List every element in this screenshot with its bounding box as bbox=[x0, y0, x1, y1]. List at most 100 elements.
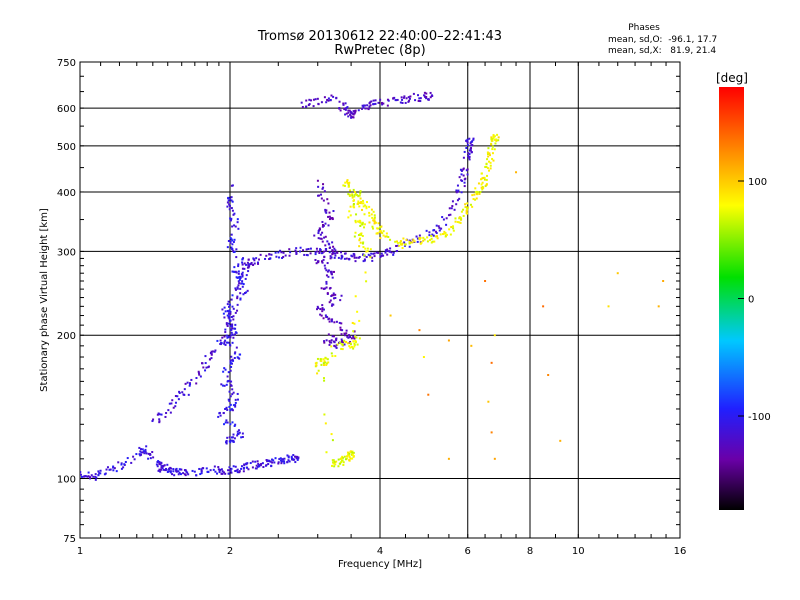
echo-point bbox=[425, 229, 428, 232]
echo-point bbox=[429, 91, 432, 94]
echo-point bbox=[331, 439, 334, 442]
echo-point bbox=[219, 414, 222, 417]
echo-point bbox=[241, 435, 244, 438]
echo-point bbox=[314, 258, 317, 261]
echo-point bbox=[239, 353, 242, 356]
echo-point bbox=[331, 459, 334, 462]
echo-point bbox=[460, 218, 463, 221]
echo-point bbox=[169, 467, 172, 470]
echo-point bbox=[430, 237, 433, 240]
echo-point bbox=[234, 287, 237, 290]
echo-point bbox=[325, 249, 328, 252]
echo-point bbox=[408, 242, 411, 245]
echo-point bbox=[330, 256, 333, 259]
echo-point bbox=[466, 173, 469, 176]
echo-point bbox=[436, 237, 439, 240]
echo-point bbox=[323, 340, 326, 343]
echo-point bbox=[236, 468, 239, 471]
echo-point bbox=[219, 342, 222, 345]
echo-point bbox=[492, 136, 495, 139]
echo-point bbox=[330, 304, 333, 307]
echo-point bbox=[487, 160, 490, 163]
echo-point bbox=[226, 246, 229, 249]
echo-point bbox=[158, 413, 161, 416]
echo-point bbox=[372, 99, 375, 102]
echo-point bbox=[351, 321, 354, 324]
echo-point bbox=[348, 345, 351, 348]
echo-point bbox=[475, 192, 478, 195]
echo-point bbox=[340, 338, 343, 341]
echo-point bbox=[420, 241, 423, 244]
echo-point bbox=[230, 467, 233, 470]
echo-point bbox=[158, 461, 161, 464]
echo-point bbox=[347, 185, 350, 188]
echo-point bbox=[379, 98, 382, 101]
echo-point bbox=[236, 434, 239, 437]
echo-point bbox=[163, 464, 166, 467]
echo-point bbox=[253, 262, 256, 265]
echo-point bbox=[484, 166, 487, 169]
echo-point bbox=[348, 194, 351, 197]
echo-point bbox=[492, 134, 495, 137]
echo-point bbox=[331, 216, 334, 219]
echo-point bbox=[377, 222, 380, 225]
echo-point bbox=[657, 305, 660, 308]
echo-point bbox=[477, 191, 480, 194]
echo-point bbox=[230, 334, 233, 337]
echo-point bbox=[328, 340, 331, 343]
echo-point bbox=[280, 251, 283, 254]
echo-point bbox=[237, 280, 240, 283]
echo-point bbox=[219, 468, 222, 471]
echo-point bbox=[202, 366, 205, 369]
echo-point bbox=[448, 207, 451, 210]
echo-point bbox=[228, 440, 231, 443]
echo-point bbox=[320, 197, 323, 200]
echo-point bbox=[487, 400, 490, 403]
echo-point bbox=[234, 469, 237, 472]
echo-point bbox=[382, 234, 385, 237]
echo-point bbox=[265, 459, 268, 462]
echo-point bbox=[358, 205, 361, 208]
echo-point bbox=[354, 339, 357, 342]
echo-point bbox=[368, 221, 371, 224]
y-tick-label: 500 bbox=[57, 142, 76, 153]
echo-point bbox=[151, 451, 154, 454]
echo-point bbox=[240, 282, 243, 285]
echo-point bbox=[228, 203, 231, 206]
x-tick-label: 8 bbox=[527, 546, 533, 557]
echo-point bbox=[226, 341, 229, 344]
echo-point bbox=[87, 475, 90, 478]
echo-point bbox=[237, 284, 240, 287]
echo-point bbox=[469, 149, 472, 152]
echo-point bbox=[302, 249, 305, 252]
echo-point bbox=[357, 220, 360, 223]
echo-point bbox=[333, 460, 336, 463]
echo-point bbox=[236, 295, 239, 298]
echo-point bbox=[345, 112, 348, 115]
echo-point bbox=[315, 262, 318, 265]
echo-point bbox=[234, 465, 237, 468]
echo-point bbox=[330, 320, 333, 323]
echo-point bbox=[429, 96, 432, 99]
echo-point bbox=[283, 457, 286, 460]
echo-point bbox=[469, 142, 472, 145]
echo-point bbox=[335, 460, 338, 463]
echo-point bbox=[151, 420, 154, 423]
echo-point bbox=[230, 380, 233, 383]
echo-point bbox=[167, 470, 170, 473]
echo-point bbox=[353, 253, 356, 256]
echo-point bbox=[229, 409, 232, 412]
echo-point bbox=[195, 474, 198, 477]
echo-point bbox=[352, 110, 355, 113]
echo-point bbox=[380, 252, 383, 255]
echo-point bbox=[362, 202, 365, 205]
echo-point bbox=[325, 339, 328, 342]
echo-point bbox=[230, 365, 233, 368]
echo-point bbox=[94, 473, 97, 476]
echo-point bbox=[234, 311, 237, 314]
echo-point bbox=[236, 221, 239, 224]
echo-point bbox=[349, 451, 352, 454]
echo-point bbox=[355, 336, 358, 339]
echo-point bbox=[231, 333, 234, 336]
echo-point bbox=[414, 99, 417, 102]
